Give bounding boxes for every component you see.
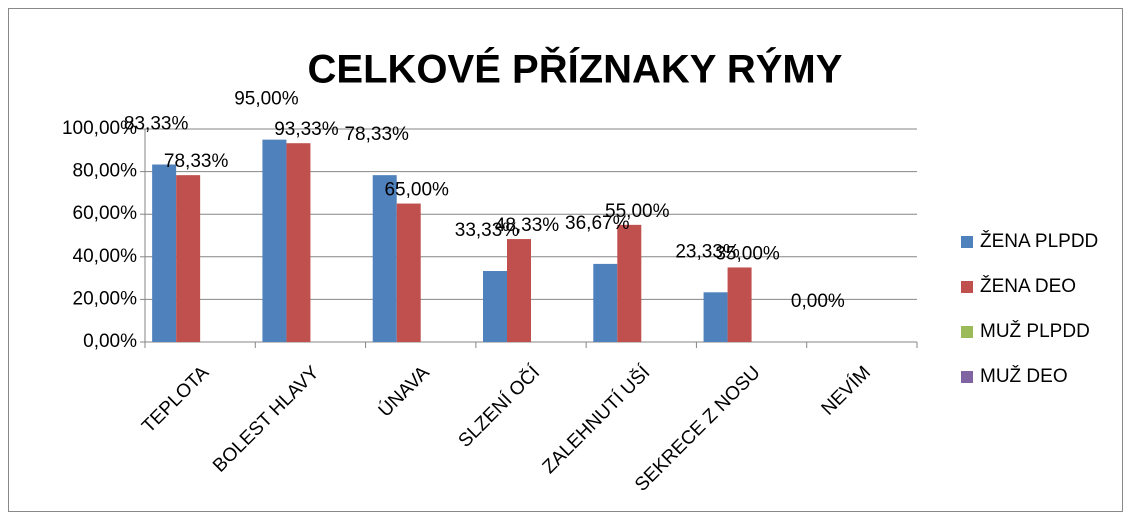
bar: [152, 164, 177, 342]
y-tick-label: 100,00%: [62, 118, 137, 139]
y-tick-label: 20,00%: [73, 288, 138, 309]
bar: [262, 139, 287, 342]
data-label: 78,33%: [164, 151, 229, 172]
data-label: 35,00%: [715, 243, 780, 264]
bar: [703, 292, 728, 342]
bar: [286, 143, 311, 342]
y-tick-label: 60,00%: [73, 203, 138, 224]
y-tick-label: 80,00%: [73, 161, 138, 182]
bar: [593, 263, 618, 342]
legend-swatch: [961, 371, 973, 383]
bar: [483, 271, 507, 342]
bar: [727, 267, 752, 342]
legend-label: MUŽ DEO: [980, 365, 1068, 387]
legend-label: ŽENA PLPDD: [980, 230, 1098, 252]
data-label: 55,00%: [605, 201, 670, 222]
data-label: 78,33%: [344, 124, 409, 145]
legend-label: ŽENA DEO: [980, 275, 1076, 297]
data-label: 65,00%: [384, 180, 449, 201]
data-label: 83,33%: [124, 114, 189, 135]
data-label: 33,33%: [455, 220, 520, 241]
legend-label: MUŽ PLPDD: [980, 320, 1090, 342]
bar: [176, 175, 201, 342]
bar: [396, 203, 421, 342]
y-tick-label: 40,00%: [73, 246, 138, 267]
legend-swatch: [961, 326, 973, 338]
bar: [507, 239, 531, 342]
data-label: 48,33%: [495, 215, 560, 236]
bar: [617, 224, 642, 342]
data-label: 0,00%: [791, 291, 845, 312]
y-tick-label: 0,00%: [83, 331, 137, 352]
data-label: 93,33%: [274, 119, 339, 140]
chart-title: CELKOVÉ PŘÍZNAKY RÝMY: [308, 46, 843, 92]
legend-swatch: [961, 281, 973, 293]
bar: [372, 175, 397, 342]
data-label: 23,33%: [675, 241, 740, 262]
data-label: 95,00%: [234, 89, 299, 110]
data-label: 36,67%: [565, 213, 630, 234]
legend-swatch: [961, 236, 973, 248]
